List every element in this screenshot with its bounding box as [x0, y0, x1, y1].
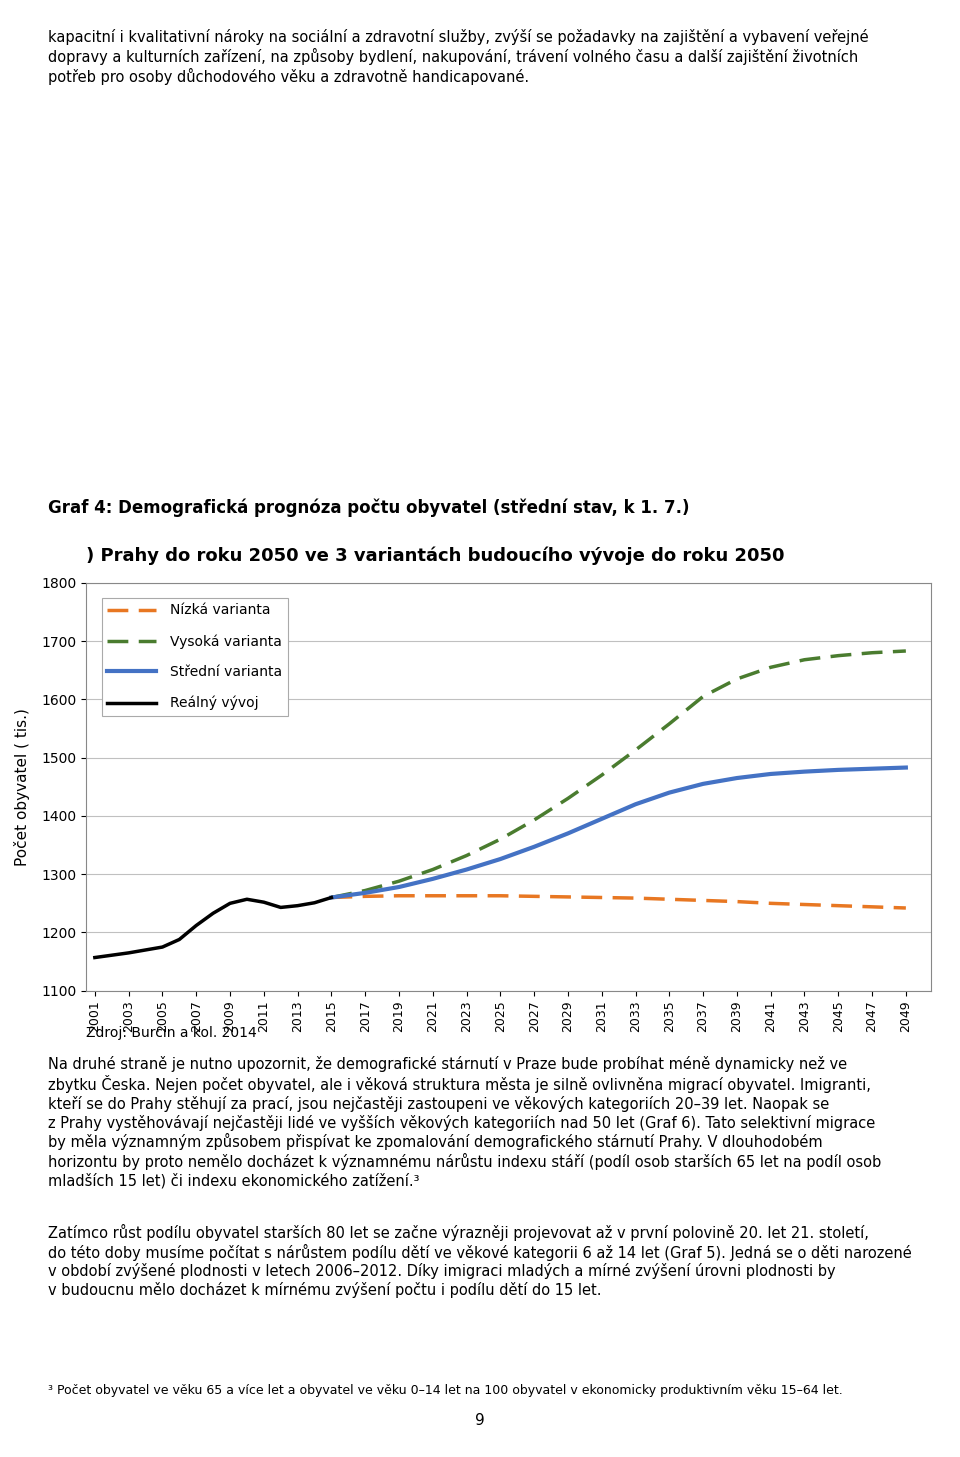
Text: Na druhé straně je nutno upozornit, že demografické stárnutí v Praze bude probíh: Na druhé straně je nutno upozornit, že d… [48, 1056, 881, 1187]
Text: Zdroj: Burcin a kol. 2014: Zdroj: Burcin a kol. 2014 [86, 1026, 257, 1040]
Text: 9: 9 [475, 1413, 485, 1428]
Text: kapacitní i kvalitativní nároky na sociální a zdravotní služby, zvýší se požadav: kapacitní i kvalitativní nároky na sociá… [48, 29, 869, 85]
Text: Zatímco růst podílu obyvatel starších 80 let se začne výrazněji projevovat až v : Zatímco růst podílu obyvatel starších 80… [48, 1224, 912, 1298]
Y-axis label: Počet obyvatel ( tis.): Počet obyvatel ( tis.) [14, 708, 31, 865]
Text: Graf 4: Demografická prognóza počtu obyvatel (střední stav, k 1. 7.): Graf 4: Demografická prognóza počtu obyv… [48, 498, 689, 517]
Legend: Nízká varianta, Vysoká varianta, Střední varianta, Reálný vývoj: Nízká varianta, Vysoká varianta, Střední… [102, 597, 288, 715]
Text: ) Prahy do roku 2050 ve 3 variantách budoucího vývoje do roku 2050: ) Prahy do roku 2050 ve 3 variantách bud… [86, 546, 785, 565]
Text: ³ Počet obyvatel ve věku 65 a více let a obyvatel ve věku 0–14 let na 100 obyvat: ³ Počet obyvatel ve věku 65 a více let a… [48, 1384, 843, 1397]
